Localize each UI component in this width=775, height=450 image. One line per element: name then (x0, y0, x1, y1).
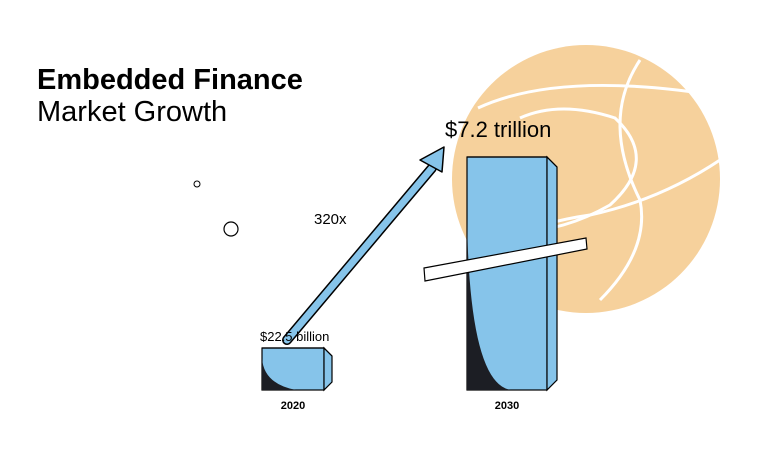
decor-circle-small (193, 180, 201, 188)
bars-group (261, 155, 588, 392)
category-label: 2030 (495, 400, 519, 412)
bar-side (546, 155, 558, 392)
data-label: $7.2 trillion (445, 117, 551, 142)
labels-group: 2020 $22.5 billion 2030 $7.2 trillion (260, 117, 551, 412)
bar-top-edge (262, 347, 333, 357)
category-label: 2020 (281, 400, 305, 412)
decor-circle-medium (223, 221, 239, 237)
bar-top-edge (467, 156, 558, 168)
multiplier-annotation: 320x (314, 211, 347, 228)
growth-arrow-icon (282, 146, 445, 345)
data-label: $22.5 billion (260, 329, 329, 344)
bar-shadow (262, 358, 297, 390)
decor-beam (423, 237, 588, 282)
bar-2030 (466, 155, 558, 392)
chart-title: Embedded Finance Market Growth (37, 64, 303, 128)
bar-shadow (467, 215, 511, 390)
title-line-2: Market Growth (37, 96, 228, 128)
title-line-1: Embedded Finance (37, 64, 303, 96)
bar-2020 (261, 346, 333, 392)
